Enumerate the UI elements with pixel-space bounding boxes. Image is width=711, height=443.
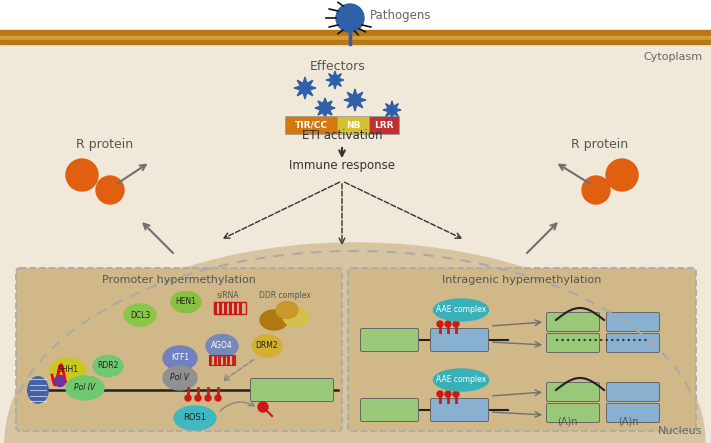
Text: HEN1: HEN1 xyxy=(176,298,196,307)
Text: SHH1: SHH1 xyxy=(58,365,78,374)
Circle shape xyxy=(606,159,638,191)
Text: RDR2: RDR2 xyxy=(97,361,119,370)
Polygon shape xyxy=(315,98,335,118)
Circle shape xyxy=(66,159,98,191)
FancyBboxPatch shape xyxy=(547,404,599,423)
Text: Pol IV: Pol IV xyxy=(75,384,95,392)
Text: TIR/CC: TIR/CC xyxy=(294,120,328,129)
Bar xyxy=(214,302,246,314)
Text: (A)n: (A)n xyxy=(618,416,638,426)
Ellipse shape xyxy=(174,406,216,430)
FancyBboxPatch shape xyxy=(16,268,342,431)
Circle shape xyxy=(185,395,191,401)
Text: AGO4: AGO4 xyxy=(211,342,233,350)
Text: ETI activation: ETI activation xyxy=(301,129,383,142)
Text: Immune response: Immune response xyxy=(289,159,395,172)
FancyBboxPatch shape xyxy=(360,399,419,421)
FancyBboxPatch shape xyxy=(606,404,660,423)
Ellipse shape xyxy=(252,335,282,357)
Ellipse shape xyxy=(260,310,288,330)
Ellipse shape xyxy=(28,377,48,403)
FancyBboxPatch shape xyxy=(606,382,660,401)
Circle shape xyxy=(336,4,364,32)
Bar xyxy=(0,30,711,40)
Circle shape xyxy=(195,395,201,401)
Circle shape xyxy=(582,176,610,204)
FancyBboxPatch shape xyxy=(337,116,369,134)
Circle shape xyxy=(445,321,451,327)
Text: Effectors: Effectors xyxy=(310,60,366,73)
FancyBboxPatch shape xyxy=(430,399,488,421)
FancyBboxPatch shape xyxy=(430,329,488,351)
Text: R protein: R protein xyxy=(572,138,629,151)
Text: DRM2: DRM2 xyxy=(256,342,278,350)
FancyBboxPatch shape xyxy=(285,116,337,134)
FancyBboxPatch shape xyxy=(547,334,599,353)
Bar xyxy=(0,0,711,30)
FancyBboxPatch shape xyxy=(369,116,399,134)
FancyBboxPatch shape xyxy=(606,312,660,331)
Text: Cytoplasm: Cytoplasm xyxy=(643,52,702,62)
Ellipse shape xyxy=(66,376,104,400)
Circle shape xyxy=(453,321,459,327)
Polygon shape xyxy=(326,71,344,89)
Text: Pol V: Pol V xyxy=(171,373,190,382)
Ellipse shape xyxy=(50,358,86,382)
Text: Intragenic hypermethylation: Intragenic hypermethylation xyxy=(442,275,602,285)
FancyBboxPatch shape xyxy=(250,378,333,401)
Ellipse shape xyxy=(276,302,298,319)
Text: R protein: R protein xyxy=(77,138,134,151)
Circle shape xyxy=(55,376,65,386)
Text: DCL3: DCL3 xyxy=(130,311,150,319)
Text: AAE complex: AAE complex xyxy=(436,306,486,315)
Ellipse shape xyxy=(434,299,488,321)
Circle shape xyxy=(96,176,124,204)
Text: DDR complex: DDR complex xyxy=(259,291,311,300)
FancyBboxPatch shape xyxy=(348,268,696,431)
Circle shape xyxy=(205,395,211,401)
Ellipse shape xyxy=(124,304,156,326)
Ellipse shape xyxy=(163,346,197,370)
Text: NB: NB xyxy=(346,120,360,129)
Bar xyxy=(209,355,235,365)
FancyBboxPatch shape xyxy=(606,334,660,353)
Ellipse shape xyxy=(206,334,238,358)
Circle shape xyxy=(437,391,443,397)
Text: Nucleus: Nucleus xyxy=(658,426,702,436)
Text: LRR: LRR xyxy=(374,120,394,129)
Text: Pathogens: Pathogens xyxy=(370,8,432,22)
Bar xyxy=(0,36,711,42)
Text: KTF1: KTF1 xyxy=(171,354,189,362)
FancyBboxPatch shape xyxy=(547,312,599,331)
Polygon shape xyxy=(294,77,316,99)
Ellipse shape xyxy=(28,377,48,403)
Text: siRNA: siRNA xyxy=(217,291,240,300)
Text: AAE complex: AAE complex xyxy=(436,376,486,385)
Text: ROS1: ROS1 xyxy=(183,413,206,423)
FancyBboxPatch shape xyxy=(547,382,599,401)
Circle shape xyxy=(215,395,221,401)
FancyBboxPatch shape xyxy=(360,329,419,351)
Ellipse shape xyxy=(163,366,197,390)
Ellipse shape xyxy=(171,291,201,312)
Ellipse shape xyxy=(93,355,123,377)
Bar xyxy=(0,40,711,44)
Circle shape xyxy=(437,321,443,327)
Text: Promoter hypermethylation: Promoter hypermethylation xyxy=(102,275,256,285)
Ellipse shape xyxy=(434,369,488,391)
Polygon shape xyxy=(383,101,401,119)
Ellipse shape xyxy=(283,307,309,326)
Polygon shape xyxy=(344,89,366,111)
Ellipse shape xyxy=(5,243,705,443)
Circle shape xyxy=(453,391,459,397)
Circle shape xyxy=(445,391,451,397)
Circle shape xyxy=(258,402,268,412)
Text: (A)n: (A)n xyxy=(557,416,577,426)
